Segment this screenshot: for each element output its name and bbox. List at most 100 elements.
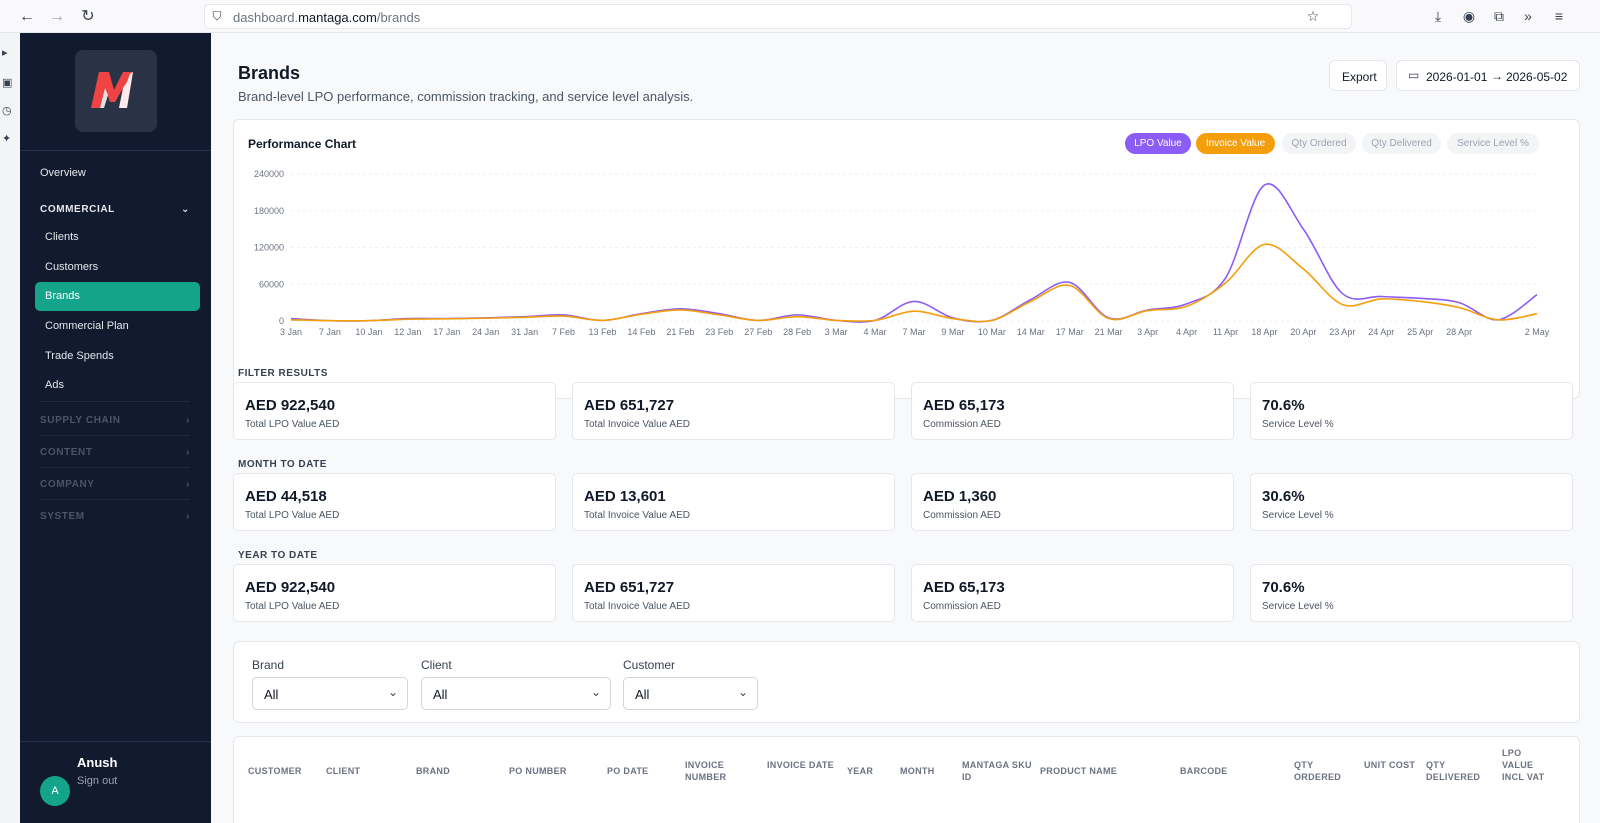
x-tick-label: 7 Jan bbox=[319, 327, 341, 337]
date-range-picker[interactable]: ▭ 2026-01-01 → 2026-05-02 bbox=[1396, 60, 1580, 91]
forward-icon[interactable]: → bbox=[49, 8, 65, 25]
sidebar-tool-icon[interactable]: ◷ bbox=[2, 105, 12, 117]
sidebar-item-clients[interactable]: Clients bbox=[45, 231, 190, 243]
download-icon[interactable]: ⤓ bbox=[1434, 8, 1442, 24]
address-bar[interactable]: ⛉ dashboard.mantaga.com/brands ☆ bbox=[204, 4, 1352, 29]
kpi-label: Commission AED bbox=[923, 601, 1001, 612]
sidebar-item-brands[interactable]: Brands bbox=[35, 282, 200, 311]
url-domain: mantaga.com bbox=[298, 10, 377, 25]
kpi-card: AED 13,601 Total Invoice Value AED bbox=[572, 473, 895, 531]
sign-out-link[interactable]: Sign out bbox=[77, 775, 118, 787]
toggle-qty-ordered[interactable]: Qty Ordered bbox=[1282, 133, 1356, 154]
kpi-label: Service Level % bbox=[1262, 510, 1334, 521]
sidebar-item-ads[interactable]: Ads bbox=[45, 379, 190, 391]
sidebar-tool-icon[interactable]: ▣ bbox=[2, 77, 13, 89]
x-tick-label: 17 Jan bbox=[433, 327, 460, 337]
y-tick-label: 120000 bbox=[254, 243, 284, 253]
calendar-icon: ▭ bbox=[1408, 68, 1420, 82]
column-header[interactable]: BRAND bbox=[416, 766, 450, 776]
avatar[interactable]: A bbox=[40, 776, 70, 806]
chevron-down-icon: ⌄ bbox=[181, 204, 190, 215]
kpi-label: Total LPO Value AED bbox=[245, 419, 340, 430]
browser-side-strip: ▸ ▣ ◷ ✦ bbox=[0, 33, 20, 823]
x-tick-label: 13 Feb bbox=[588, 327, 616, 337]
sidebar-item-commercial-plan[interactable]: Commercial Plan bbox=[45, 320, 190, 332]
main-content: Brands Brand-level LPO performance, comm… bbox=[211, 33, 1600, 823]
column-header[interactable]: BARCODE bbox=[1180, 766, 1228, 776]
sidebar-item-label: Ads bbox=[45, 379, 64, 391]
sidebar-section-company[interactable]: COMPANY › bbox=[40, 479, 190, 490]
toggle-lpo-value[interactable]: LPO Value bbox=[1125, 133, 1191, 154]
y-tick-label: 60000 bbox=[259, 279, 284, 289]
column-header[interactable]: LPO VALUE INCL VAT bbox=[1502, 748, 1545, 782]
column-header[interactable]: PO NUMBER bbox=[509, 766, 567, 776]
x-tick-label: 25 Apr bbox=[1407, 327, 1433, 337]
column-header[interactable]: MONTH bbox=[900, 766, 935, 776]
toggle-invoice-value[interactable]: Invoice Value bbox=[1196, 133, 1275, 154]
client-select[interactable]: All ⌄ bbox=[421, 677, 611, 710]
kpi-label: Total Invoice Value AED bbox=[584, 419, 690, 430]
column-header[interactable]: INVOICE NUMBER bbox=[685, 760, 727, 782]
column-header[interactable]: YEAR bbox=[847, 766, 874, 776]
chevron-down-icon: ⌄ bbox=[737, 685, 748, 699]
x-tick-label: 18 Apr bbox=[1251, 327, 1277, 337]
export-button[interactable]: Export bbox=[1329, 60, 1387, 91]
kpi-value: AED 65,173 bbox=[923, 397, 1005, 414]
kpi-card: AED 65,173 Commission AED bbox=[911, 564, 1234, 622]
brand-logo[interactable] bbox=[75, 50, 157, 132]
customer-select[interactable]: All ⌄ bbox=[623, 677, 758, 710]
x-tick-label: 14 Mar bbox=[1017, 327, 1045, 337]
section-label: YEAR TO DATE bbox=[238, 550, 318, 561]
x-tick-label: 23 Feb bbox=[705, 327, 733, 337]
logo-mark bbox=[91, 72, 133, 108]
extensions-icon[interactable]: ⧉ bbox=[1494, 8, 1504, 24]
column-header[interactable]: UNIT COST bbox=[1364, 760, 1416, 770]
kpi-label: Total LPO Value AED bbox=[245, 601, 340, 612]
sidebar-divider bbox=[40, 499, 190, 500]
reload-icon[interactable]: ↻ bbox=[81, 8, 95, 25]
page-title: Brands bbox=[238, 63, 301, 83]
menu-icon[interactable]: ≡ bbox=[1554, 8, 1564, 24]
kpi-value: 70.6% bbox=[1262, 397, 1305, 414]
sidebar-item-overview[interactable]: Overview bbox=[40, 167, 190, 179]
x-tick-label: 4 Apr bbox=[1176, 327, 1197, 337]
chevron-right-icon: › bbox=[186, 415, 190, 426]
series-line-lpo-value bbox=[290, 183, 1538, 323]
x-tick-label: 10 Jan bbox=[355, 327, 382, 337]
section-label: FILTER RESULTS bbox=[238, 368, 328, 379]
sidebar-section-system[interactable]: SYSTEM › bbox=[40, 511, 190, 522]
kpi-value: AED 651,727 bbox=[584, 397, 675, 414]
column-header[interactable]: QTY ORDERED bbox=[1294, 760, 1342, 782]
back-icon[interactable]: ← bbox=[19, 8, 35, 25]
sidebar-section-content[interactable]: CONTENT › bbox=[40, 447, 190, 458]
kpi-card: AED 922,540 Total LPO Value AED bbox=[233, 564, 556, 622]
sidebar-section-supply-chain[interactable]: SUPPLY CHAIN › bbox=[40, 415, 190, 426]
column-header[interactable]: PRODUCT NAME bbox=[1040, 766, 1118, 776]
column-header[interactable]: PO DATE bbox=[607, 766, 649, 776]
star-icon[interactable]: ☆ bbox=[1306, 8, 1320, 24]
sidebar-item-customers[interactable]: Customers bbox=[45, 261, 190, 273]
sidebar-item-trade-spends[interactable]: Trade Spends bbox=[45, 350, 190, 362]
series-line-invoice-value bbox=[290, 243, 1538, 323]
column-header[interactable]: MANTAGA SKU ID bbox=[962, 760, 1032, 782]
x-tick-label: 10 Mar bbox=[978, 327, 1006, 337]
sidebar-tool-icon[interactable]: ✦ bbox=[2, 133, 12, 145]
column-header[interactable]: QTY DELIVERED bbox=[1426, 760, 1481, 782]
sidebar-section-commercial[interactable]: COMMERCIAL ⌄ bbox=[40, 204, 190, 215]
overflow-chevrons-icon[interactable]: » bbox=[1524, 8, 1532, 24]
x-tick-label: 12 Jan bbox=[394, 327, 421, 337]
sidebar-tool-icon[interactable]: ▸ bbox=[2, 47, 8, 59]
toggle-service-level[interactable]: Service Level % bbox=[1447, 133, 1539, 154]
column-header[interactable]: CLIENT bbox=[326, 766, 361, 776]
x-tick-label: 21 Mar bbox=[1095, 327, 1123, 337]
account-icon[interactable]: ◉ bbox=[1462, 8, 1476, 24]
toggle-qty-delivered[interactable]: Qty Delivered bbox=[1362, 133, 1441, 154]
shield-icon[interactable]: ⛉ bbox=[212, 9, 222, 23]
brand-select[interactable]: All ⌄ bbox=[252, 677, 408, 710]
x-tick-label: 7 Mar bbox=[902, 327, 925, 337]
sidebar-divider bbox=[20, 150, 211, 151]
y-tick-label: 180000 bbox=[254, 206, 284, 216]
column-header[interactable]: CUSTOMER bbox=[248, 766, 302, 776]
column-header[interactable]: INVOICE DATE bbox=[767, 760, 834, 770]
chevron-right-icon: › bbox=[186, 511, 190, 522]
